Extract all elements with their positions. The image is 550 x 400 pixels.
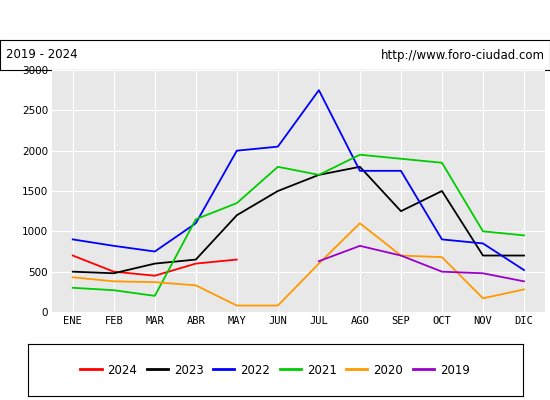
Text: Evolucion Nº Turistas Nacionales en el municipio de Porqueres: Evolucion Nº Turistas Nacionales en el m… [16, 14, 534, 28]
Text: 2019 - 2024: 2019 - 2024 [6, 48, 77, 62]
Text: http://www.foro-ciudad.com: http://www.foro-ciudad.com [381, 48, 544, 62]
Legend: 2024, 2023, 2022, 2021, 2020, 2019: 2024, 2023, 2022, 2021, 2020, 2019 [76, 359, 474, 381]
